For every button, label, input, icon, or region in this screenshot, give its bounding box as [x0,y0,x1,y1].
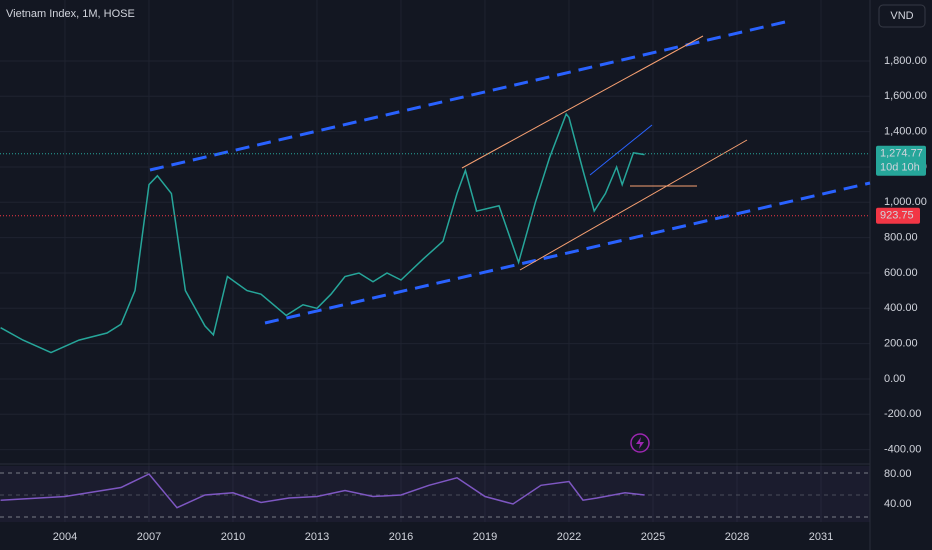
trend-orange [519,139,748,271]
x-tick-label: 2019 [473,531,497,543]
y-tick-label: 1,800.00 [884,55,927,67]
channel-lower [264,181,871,325]
countdown: 10d 10h [880,162,920,174]
last-price-bg [876,145,926,176]
y-tick-label: 1,600.00 [884,90,927,102]
y-tick-label: -400.00 [884,444,921,456]
chart-title: Vietnam Index, 1M, HOSE [6,8,135,20]
y-tick-label: 40.00 [884,498,912,510]
y-tick-label: 80.00 [884,468,912,480]
x-tick-label: 2004 [53,531,77,543]
last-price-label: 1,274.77 [880,148,923,160]
x-tick-label: 2028 [725,531,749,543]
y-tick-label: 400.00 [884,302,918,314]
rsi-band [0,466,870,522]
y-tick-label: -200.00 [884,408,921,420]
x-tick-label: 2013 [305,531,329,543]
x-tick-label: 2010 [221,531,245,543]
currency-button[interactable] [878,4,926,28]
trend-blue [589,124,653,176]
event-icon[interactable] [630,433,650,453]
price-line [0,112,645,354]
x-tick-label: 2031 [809,531,833,543]
trend-orange [461,35,704,169]
x-tick-label: 2025 [641,531,665,543]
grid [0,0,870,522]
y-tick-label: 0.00 [884,373,905,385]
event-bolt [636,437,644,449]
reference-label: 923.75 [880,210,914,222]
x-tick-label: 2022 [557,531,581,543]
marks [0,112,870,509]
currency: VND [890,10,913,22]
reference-label-bg [876,207,920,224]
y-tick-label: 1,000.00 [884,196,927,208]
y-tick-label: 800.00 [884,232,918,244]
price-line [0,473,645,509]
x-tick-label: 2016 [389,531,413,543]
x-tick-label: 2007 [137,531,161,543]
y-tick-label: 600.00 [884,267,918,279]
y-tick-label: 1,400.00 [884,126,927,138]
y-tick-label: 200.00 [884,338,918,350]
